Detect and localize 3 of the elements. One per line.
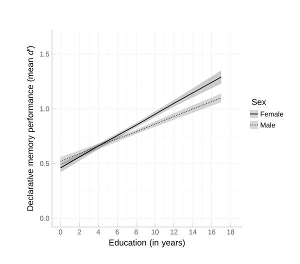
legend-title: Sex xyxy=(252,98,266,105)
y-axis-title: Declarative memory performance (mean d′) xyxy=(26,46,35,211)
x-axis-title: Education (in years) xyxy=(109,239,185,248)
